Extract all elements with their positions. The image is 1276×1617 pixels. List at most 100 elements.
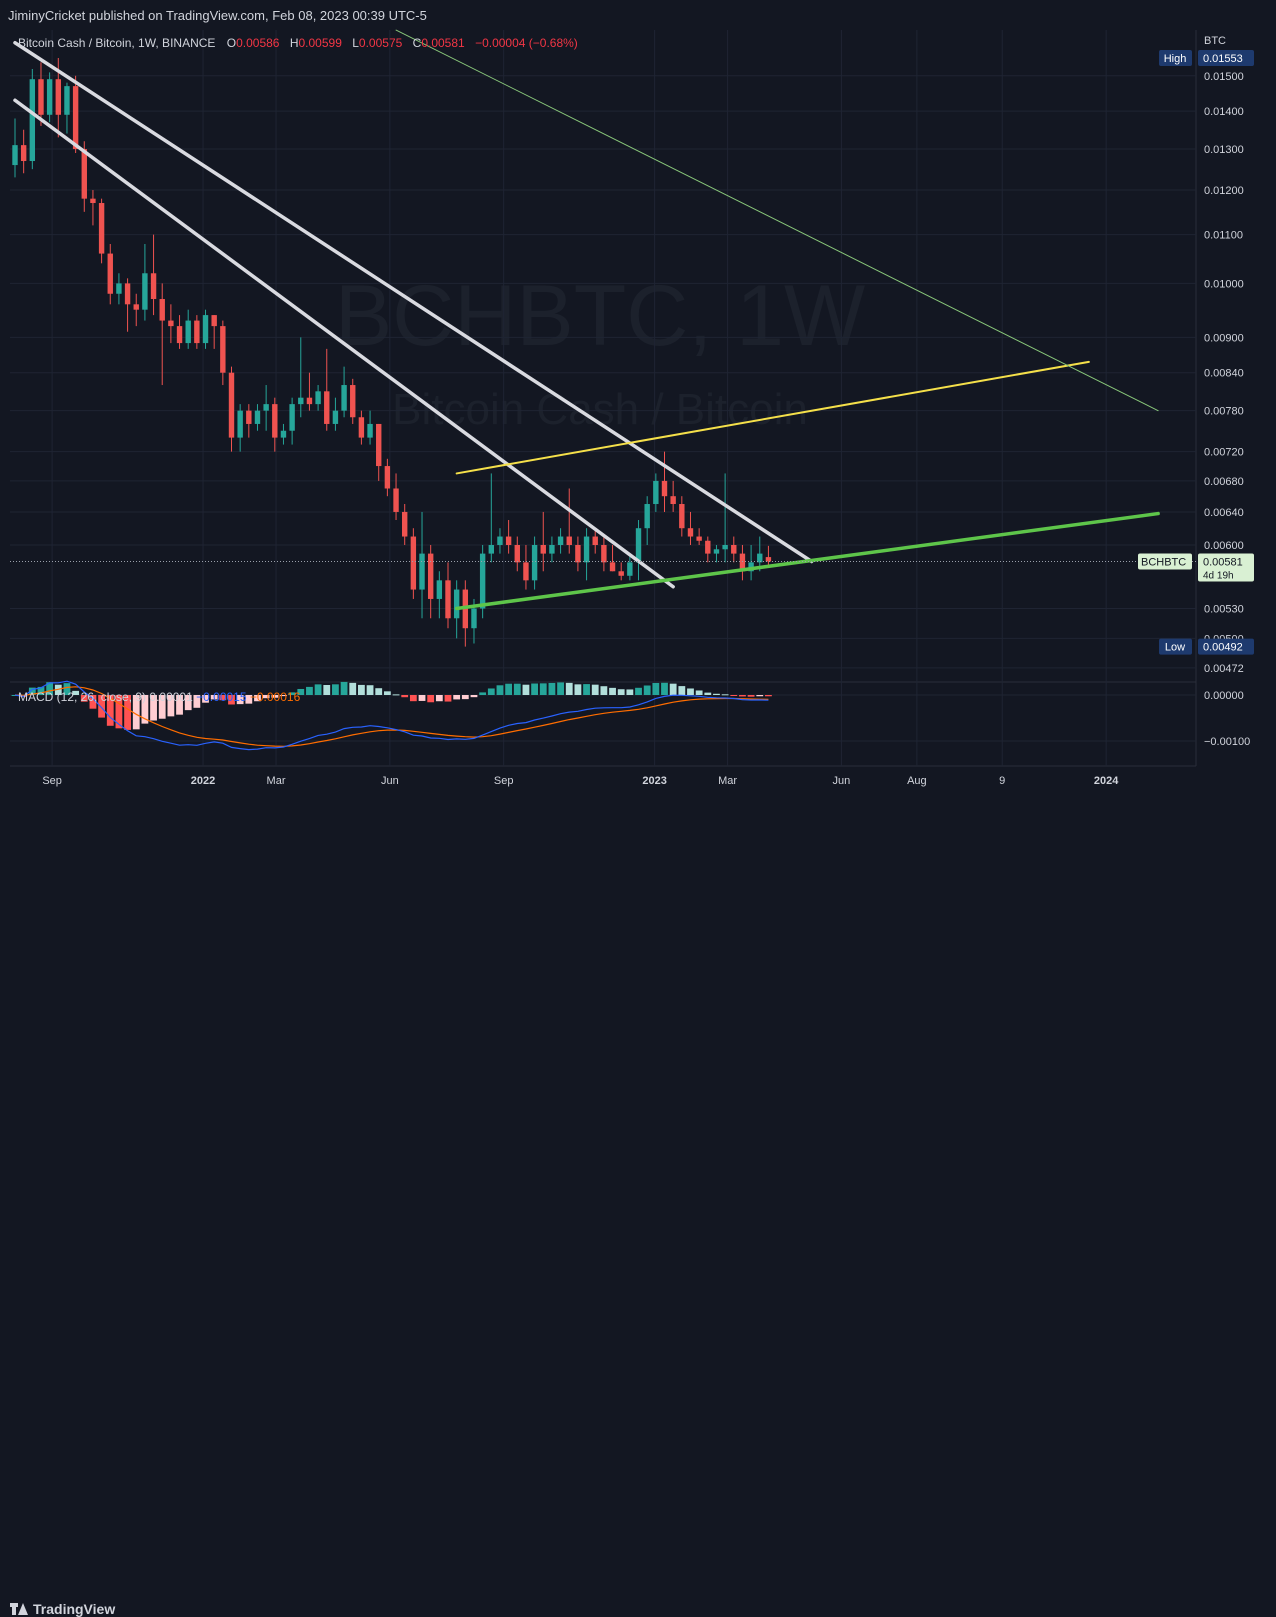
candle-body: [90, 198, 96, 204]
macd-histogram-bar: [219, 695, 227, 701]
candle-body: [211, 315, 217, 327]
candle-body: [202, 315, 209, 344]
candle-body: [731, 545, 737, 554]
candle-body: [531, 545, 538, 581]
macd-histogram-bar: [332, 684, 339, 695]
macd-histogram-bar: [713, 693, 720, 695]
candle-body: [194, 320, 200, 344]
candle-body: [713, 549, 720, 554]
candle-body: [765, 557, 772, 562]
chart-svg[interactable]: BCHBTC, 1W Bitcoin Cash / Bitcoin Sep 202…: [0, 0, 1276, 829]
last-price-symbol: BCHBTC: [1141, 556, 1186, 568]
macd-histogram-bar: [695, 690, 703, 695]
x-tick-label: Jun: [833, 775, 851, 787]
candle-body: [228, 372, 235, 438]
green-support-line: [454, 511, 1160, 611]
macd-histogram-bar: [236, 695, 244, 705]
candle-body: [185, 320, 191, 344]
macd-histogram-bar: [193, 695, 201, 708]
candle-body: [402, 511, 408, 537]
y-tick-label: 0.00640: [1204, 507, 1244, 519]
candle-body: [453, 589, 460, 619]
candle-body: [479, 553, 486, 609]
macd-histogram-bar: [115, 695, 123, 729]
candle-body: [471, 608, 477, 629]
macd-histogram-bar: [124, 695, 131, 730]
symbol-legend: Bitcoin Cash / Bitcoin, 1W, BINANCE O0.0…: [18, 36, 585, 50]
candle-body: [722, 545, 728, 550]
candle-body: [592, 536, 598, 545]
macd-histogram-bar: [565, 682, 573, 695]
candle-body: [445, 580, 451, 619]
legend-close-label: C: [412, 36, 422, 50]
candle-body: [705, 540, 711, 554]
upper-channel-line: [13, 40, 814, 564]
macd-histogram-bar: [63, 683, 71, 695]
y-tick-label: 0.00600: [1204, 540, 1244, 552]
high-marker-value: 0.01553: [1203, 53, 1243, 65]
candle-body: [679, 504, 685, 529]
macd-histogram-bar: [271, 695, 279, 698]
candle-body: [757, 553, 763, 563]
candle-body: [419, 553, 425, 590]
last-price-symbol-tag: [1138, 553, 1192, 570]
macd-histogram-bar: [479, 692, 487, 695]
candle-body: [653, 480, 659, 505]
macd-histogram-bar: [176, 695, 183, 715]
macd-title: MACD (12, 26, close, 9): [18, 690, 147, 704]
candle-body: [384, 466, 391, 489]
x-tick-label: Aug: [907, 775, 927, 787]
macd-histogram-bar: [141, 695, 149, 724]
y-tick-label: 0.00680: [1204, 476, 1244, 488]
candle-body: [505, 536, 512, 545]
candle-body: [55, 79, 61, 115]
macd-histogram-bar: [306, 686, 313, 695]
candle-body: [696, 536, 702, 541]
macd-line: [14, 680, 769, 751]
candle-body: [427, 553, 434, 599]
macd-histogram-bar: [591, 684, 599, 695]
candle-body: [488, 545, 494, 554]
candle-body: [367, 423, 373, 438]
yellow-wedge-line: [455, 360, 1090, 475]
legend-low-value: 0.00575: [358, 36, 403, 50]
high-value-tag: [1198, 50, 1254, 67]
macd-histogram-bar: [358, 684, 365, 695]
candle-body: [566, 536, 572, 545]
legend-low-label: L: [352, 36, 359, 50]
candle-body: [12, 145, 18, 166]
candle-body: [64, 86, 70, 115]
y-tick-label: 0.00900: [1204, 332, 1244, 344]
tradingview-brand: TradingView: [33, 1601, 116, 1617]
watermark-symbol: BCHBTC, 1W: [335, 268, 865, 364]
candle-body: [410, 536, 417, 590]
candle-body: [107, 253, 113, 294]
candle-body: [358, 417, 365, 438]
candle-body: [98, 203, 105, 254]
y-tick-label: 0.01500: [1204, 71, 1244, 83]
macd-histogram-bar: [643, 685, 651, 695]
candle-body: [38, 79, 44, 115]
y-tick-label: 0.01100: [1204, 230, 1243, 242]
high-marker-tag: [1159, 50, 1192, 67]
macd-histogram-bar: [132, 695, 140, 730]
macd-histogram-bar: [349, 682, 357, 695]
macd-histogram-bar: [210, 695, 218, 700]
macd-histogram-bar: [522, 684, 530, 695]
macd-y-tick-label: 0.00000: [1204, 690, 1244, 702]
candle-body: [46, 79, 53, 115]
macd-histogram-bar: [617, 689, 625, 695]
tradingview-logo[interactable]: TradingView: [10, 1601, 115, 1617]
macd-histogram-bar: [487, 688, 495, 695]
macd-histogram-bar: [678, 686, 686, 695]
x-tick-label: Mar: [267, 775, 286, 787]
x-tick-label: 2024: [1094, 775, 1119, 787]
macd-histogram-bar: [184, 695, 192, 711]
macd-histogram-bar: [765, 695, 772, 697]
macd-histogram-bar: [254, 695, 261, 702]
macd-pane: [11, 680, 772, 751]
legend-open-label: O: [226, 36, 237, 50]
macd-histogram-bar: [392, 694, 400, 696]
macd-histogram-bar: [453, 695, 461, 700]
candle-body: [618, 571, 624, 576]
